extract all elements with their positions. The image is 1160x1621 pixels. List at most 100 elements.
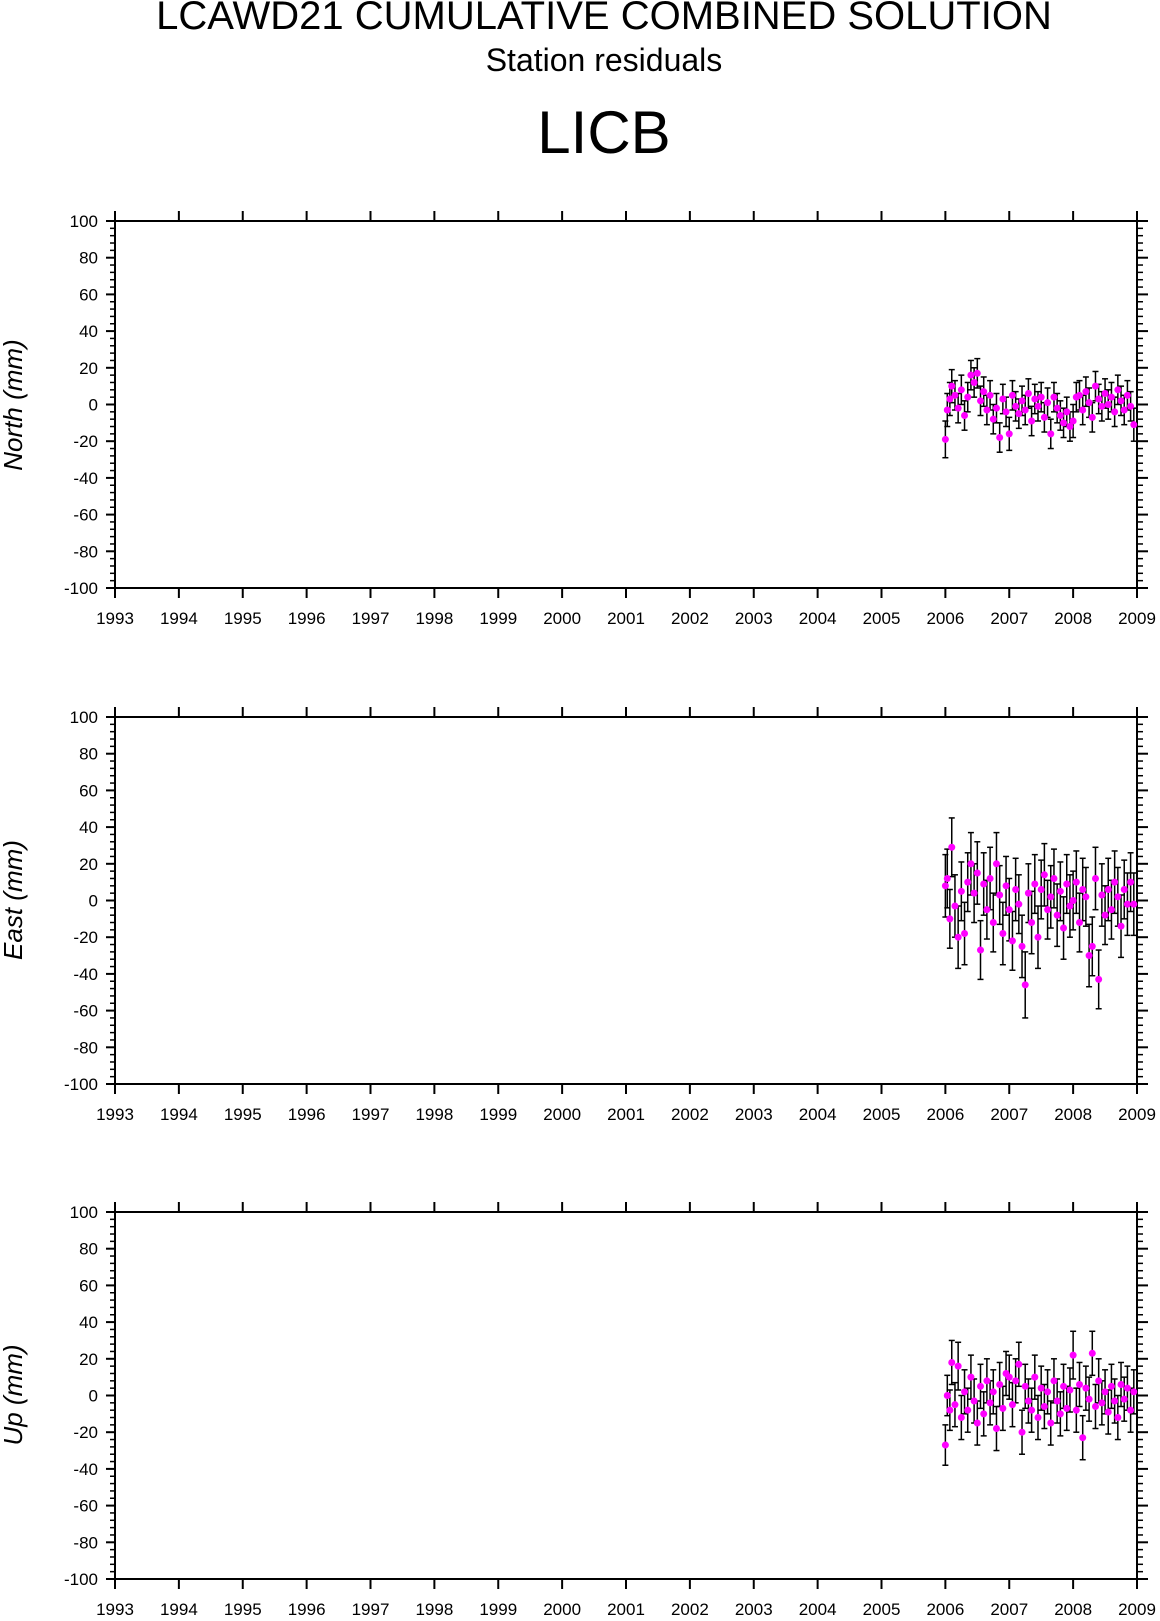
north-data-point	[986, 391, 994, 399]
north-data-point	[954, 404, 962, 412]
east-data-point	[1101, 911, 1109, 919]
north-data-point	[1127, 402, 1135, 410]
up-data-point	[1060, 1382, 1068, 1390]
north-data-point	[941, 435, 949, 443]
east-data-point	[1012, 885, 1020, 893]
north-x-tick-label: 2008	[1054, 609, 1092, 628]
east-data-point	[1034, 933, 1042, 941]
north-data-point	[1091, 382, 1099, 390]
up-data-point	[1056, 1410, 1064, 1418]
east-data-point	[1002, 882, 1010, 890]
up-data-point	[1111, 1397, 1119, 1405]
east-data-point	[1037, 885, 1045, 893]
east-data-point	[1120, 885, 1128, 893]
east-x-tick-label: 1998	[415, 1105, 453, 1124]
up-data-point	[1005, 1373, 1013, 1381]
north-x-tick-label: 2005	[863, 609, 901, 628]
up-x-tick-label: 1997	[352, 1600, 390, 1619]
east-x-tick-label: 2003	[735, 1105, 773, 1124]
east-y-tick-label: -80	[73, 1038, 98, 1057]
east-data-point	[986, 874, 994, 882]
east-y-tick-label: 80	[79, 745, 98, 764]
north-data-point	[1098, 402, 1106, 410]
north-data-point	[1040, 413, 1048, 421]
north-x-tick-label: 1993	[96, 609, 134, 628]
up-data-point	[1127, 1406, 1135, 1414]
up-x-tick-label: 1995	[224, 1600, 262, 1619]
east-x-tick-label: 1999	[479, 1105, 517, 1124]
chart-subtitle: Station residuals	[485, 42, 723, 78]
north-data-point	[1005, 430, 1013, 438]
station-name: LICB	[537, 99, 671, 166]
north-data-point	[999, 395, 1007, 403]
north-x-tick-label: 2002	[671, 609, 709, 628]
north-x-tick-label: 1994	[160, 609, 198, 628]
up-y-tick-label: -80	[73, 1533, 98, 1552]
up-y-tick-label: 40	[79, 1313, 98, 1332]
east-data-point	[970, 889, 978, 897]
east-data-point	[1114, 893, 1122, 901]
north-y-tick-label: -40	[73, 469, 98, 488]
north-data-point	[1050, 393, 1058, 401]
north-data-point	[977, 397, 985, 405]
north-data-point	[1056, 412, 1064, 420]
up-data-point	[1072, 1406, 1080, 1414]
north-data-point	[970, 378, 978, 386]
east-x-tick-label: 2005	[863, 1105, 901, 1124]
up-data-point	[1098, 1399, 1106, 1407]
north-data-point	[1024, 389, 1032, 397]
east-x-tick-label: 1995	[224, 1105, 262, 1124]
east-data-point	[1076, 919, 1084, 927]
north-data-point	[1120, 406, 1128, 414]
north-data-point	[1082, 388, 1090, 396]
up-data-point	[1082, 1384, 1090, 1392]
east-data-point	[1130, 900, 1138, 908]
east-data-point	[1098, 891, 1106, 899]
east-x-tick-label: 2004	[799, 1105, 837, 1124]
east-data-point	[1060, 924, 1068, 932]
north-data-point	[1031, 395, 1039, 403]
east-data-point	[1069, 897, 1077, 904]
up-y-tick-label: 80	[79, 1240, 98, 1259]
up-data-point	[1034, 1414, 1042, 1422]
north-data-point	[1085, 399, 1093, 407]
north-data-point	[1107, 393, 1115, 401]
north-data-point	[1060, 419, 1068, 427]
north-data-point	[1037, 393, 1045, 401]
east-data-point	[1024, 889, 1032, 897]
north-data-point	[1012, 402, 1020, 410]
north-x-tick-label: 1995	[224, 609, 262, 628]
north-data-point	[1104, 401, 1112, 408]
north-data-point	[973, 369, 981, 377]
up-data-point	[977, 1382, 985, 1390]
north-data-point	[1076, 391, 1084, 399]
north-y-tick-label: -20	[73, 432, 98, 451]
up-data-point	[986, 1399, 994, 1407]
east-x-tick-label: 2007	[990, 1105, 1028, 1124]
east-data-point	[1040, 871, 1048, 879]
up-data-point	[973, 1419, 981, 1427]
up-y-tick-label: 100	[70, 1203, 98, 1222]
north-data-point	[1095, 395, 1103, 403]
up-data-point	[967, 1373, 975, 1381]
north-y-tick-label: 80	[79, 249, 98, 268]
east-y-tick-label: 100	[70, 708, 98, 727]
north-x-tick-label: 2006	[926, 609, 964, 628]
up-x-tick-label: 2005	[863, 1600, 901, 1619]
east-data-point	[977, 946, 985, 954]
up-x-tick-label: 2001	[607, 1600, 645, 1619]
up-data-point	[1021, 1382, 1029, 1390]
north-data-point	[957, 386, 965, 394]
up-y-tick-label: -60	[73, 1497, 98, 1516]
north-data-point	[980, 388, 988, 396]
east-data-point	[1008, 937, 1016, 945]
east-data-point	[1047, 893, 1055, 901]
north-data-point	[943, 406, 951, 414]
up-data-point	[941, 1441, 949, 1449]
east-axis-title: East (mm)	[0, 840, 28, 960]
north-data-point	[1008, 391, 1016, 399]
east-data-point	[1044, 906, 1052, 914]
north-data-point	[1114, 386, 1122, 394]
up-data-point	[1037, 1384, 1045, 1392]
east-data-point	[1082, 893, 1090, 901]
